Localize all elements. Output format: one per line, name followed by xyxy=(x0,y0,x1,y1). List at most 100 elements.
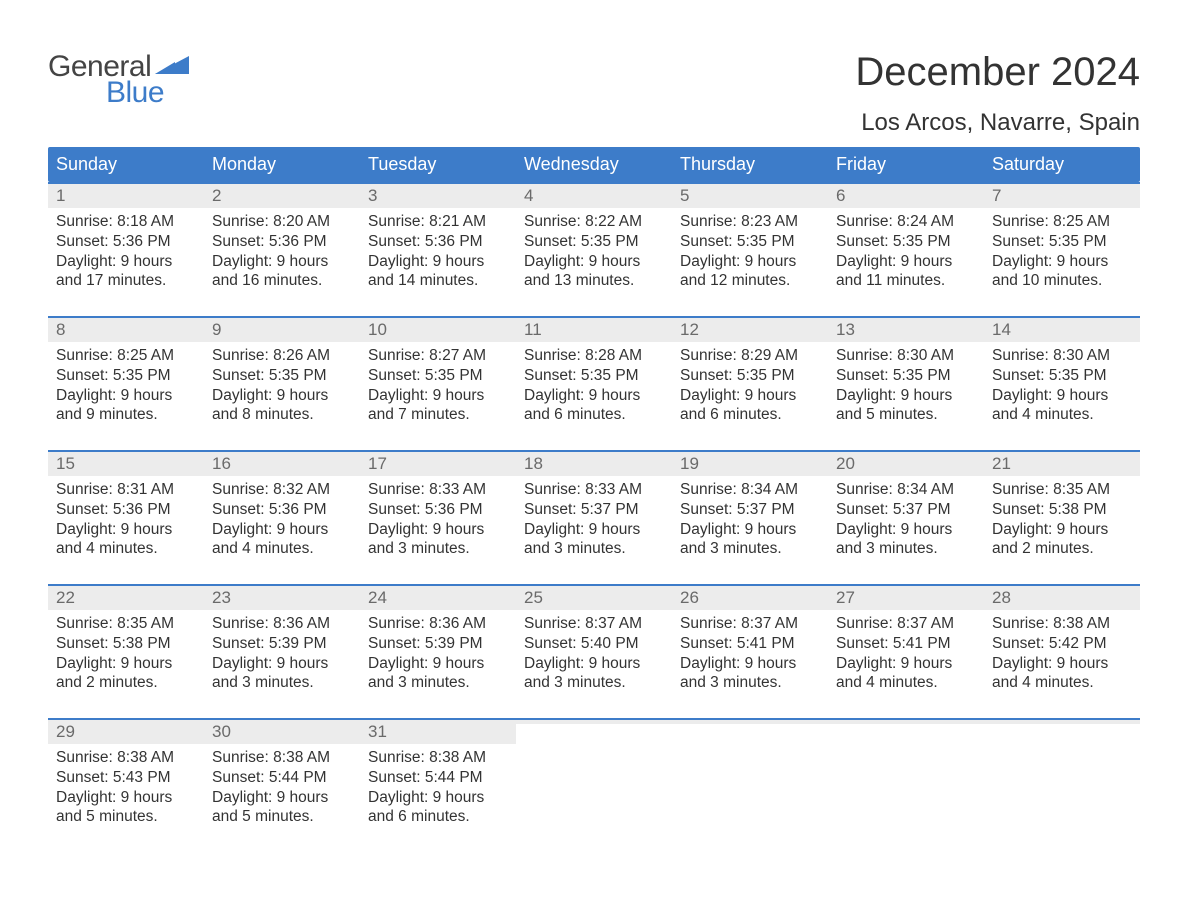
daynum-bar: 4 xyxy=(516,184,672,208)
daynum-bar: 5 xyxy=(672,184,828,208)
daylight-text: Daylight: 9 hours xyxy=(992,386,1132,406)
sunrise-text: Sunrise: 8:24 AM xyxy=(836,212,976,232)
day-number: 28 xyxy=(992,588,1011,607)
daylight-text: Daylight: 9 hours xyxy=(212,520,352,540)
day-number: 29 xyxy=(56,722,75,741)
daylight-text: and 4 minutes. xyxy=(992,405,1132,425)
day-cell: 30Sunrise: 8:38 AMSunset: 5:44 PMDayligh… xyxy=(204,720,360,838)
sunset-text: Sunset: 5:35 PM xyxy=(992,366,1132,386)
daylight-text: Daylight: 9 hours xyxy=(368,520,508,540)
day-number: 3 xyxy=(368,186,377,205)
weekday-header: Tuesday xyxy=(360,147,516,182)
day-body: Sunrise: 8:37 AMSunset: 5:41 PMDaylight:… xyxy=(828,610,984,693)
day-cell: 19Sunrise: 8:34 AMSunset: 5:37 PMDayligh… xyxy=(672,452,828,570)
day-cell: 10Sunrise: 8:27 AMSunset: 5:35 PMDayligh… xyxy=(360,318,516,436)
day-cell: 13Sunrise: 8:30 AMSunset: 5:35 PMDayligh… xyxy=(828,318,984,436)
day-body: Sunrise: 8:35 AMSunset: 5:38 PMDaylight:… xyxy=(984,476,1140,559)
day-number: 31 xyxy=(368,722,387,741)
daylight-text: and 3 minutes. xyxy=(836,539,976,559)
day-number: 18 xyxy=(524,454,543,473)
daylight-text: and 6 minutes. xyxy=(368,807,508,827)
day-number: 2 xyxy=(212,186,221,205)
daynum-bar: 17 xyxy=(360,452,516,476)
day-cell: 1Sunrise: 8:18 AMSunset: 5:36 PMDaylight… xyxy=(48,184,204,302)
daylight-text: Daylight: 9 hours xyxy=(524,520,664,540)
day-number: 4 xyxy=(524,186,533,205)
day-number: 6 xyxy=(836,186,845,205)
day-number: 7 xyxy=(992,186,1001,205)
daylight-text: and 12 minutes. xyxy=(680,271,820,291)
sunrise-text: Sunrise: 8:36 AM xyxy=(368,614,508,634)
sunset-text: Sunset: 5:39 PM xyxy=(212,634,352,654)
sunset-text: Sunset: 5:36 PM xyxy=(212,500,352,520)
daynum-bar: 28 xyxy=(984,586,1140,610)
daylight-text: and 6 minutes. xyxy=(524,405,664,425)
sunset-text: Sunset: 5:35 PM xyxy=(836,366,976,386)
daylight-text: and 3 minutes. xyxy=(680,539,820,559)
day-body: Sunrise: 8:35 AMSunset: 5:38 PMDaylight:… xyxy=(48,610,204,693)
sunrise-text: Sunrise: 8:34 AM xyxy=(836,480,976,500)
sunset-text: Sunset: 5:35 PM xyxy=(992,232,1132,252)
daylight-text: and 7 minutes. xyxy=(368,405,508,425)
day-cell xyxy=(984,720,1140,838)
daynum-bar: 6 xyxy=(828,184,984,208)
day-number: 10 xyxy=(368,320,387,339)
day-cell: 22Sunrise: 8:35 AMSunset: 5:38 PMDayligh… xyxy=(48,586,204,704)
day-cell: 14 Sunrise: 8:30 AMSunset: 5:35 PMDayligh… xyxy=(984,318,1140,436)
day-number: 9 xyxy=(212,320,221,339)
daynum-bar: 25 xyxy=(516,586,672,610)
daylight-text: Daylight: 9 hours xyxy=(368,654,508,674)
day-body: Sunrise: 8:25 AMSunset: 5:35 PMDaylight:… xyxy=(48,342,204,425)
daylight-text: Daylight: 9 hours xyxy=(56,386,196,406)
day-cell: 29 Sunrise: 8:38 AMSunset: 5:43 PMDayligh… xyxy=(48,720,204,838)
sunset-text: Sunset: 5:44 PM xyxy=(368,768,508,788)
day-cell: 18 Sunrise: 8:33 AMSunset: 5:37 PMDayligh… xyxy=(516,452,672,570)
day-body: Sunrise: 8:30 AMSunset: 5:35 PMDaylight:… xyxy=(828,342,984,425)
day-body: Sunrise: 8:36 AMSunset: 5:39 PMDaylight:… xyxy=(360,610,516,693)
day-number: 8 xyxy=(56,320,65,339)
day-body: Sunrise: 8:38 AMSunset: 5:43 PMDaylight:… xyxy=(48,744,204,827)
daylight-text: and 9 minutes. xyxy=(56,405,196,425)
daylight-text: Daylight: 9 hours xyxy=(524,252,664,272)
calendar: Sunday Monday Tuesday Wednesday Thursday… xyxy=(48,147,1140,838)
sunset-text: Sunset: 5:38 PM xyxy=(56,634,196,654)
daylight-text: Daylight: 9 hours xyxy=(680,520,820,540)
sunset-text: Sunset: 5:38 PM xyxy=(992,500,1132,520)
day-number: 1 xyxy=(56,186,65,205)
weekday-header: Thursday xyxy=(672,147,828,182)
daylight-text: Daylight: 9 hours xyxy=(680,654,820,674)
daynum-bar: 20 xyxy=(828,452,984,476)
week-row: 15Sunrise: 8:31 AMSunset: 5:36 PMDayligh… xyxy=(48,450,1140,570)
daynum-bar: 2 xyxy=(204,184,360,208)
sunset-text: Sunset: 5:35 PM xyxy=(56,366,196,386)
sunset-text: Sunset: 5:42 PM xyxy=(992,634,1132,654)
day-cell: 23Sunrise: 8:36 AMSunset: 5:39 PMDayligh… xyxy=(204,586,360,704)
day-body: Sunrise: 8:26 AMSunset: 5:35 PMDaylight:… xyxy=(204,342,360,425)
sunrise-text: Sunrise: 8:38 AM xyxy=(992,614,1132,634)
daynum-bar: 13 xyxy=(828,318,984,342)
daylight-text: Daylight: 9 hours xyxy=(212,788,352,808)
sunrise-text: Sunrise: 8:30 AM xyxy=(992,346,1132,366)
sunrise-text: Sunrise: 8:37 AM xyxy=(524,614,664,634)
sunrise-text: Sunrise: 8:30 AM xyxy=(836,346,976,366)
sunrise-text: Sunrise: 8:32 AM xyxy=(212,480,352,500)
sunset-text: Sunset: 5:35 PM xyxy=(524,232,664,252)
day-body: Sunrise: 8:37 AMSunset: 5:40 PMDaylight:… xyxy=(516,610,672,693)
week-row: 29 Sunrise: 8:38 AMSunset: 5:43 PMDayligh… xyxy=(48,718,1140,838)
daylight-text: and 5 minutes. xyxy=(836,405,976,425)
sunrise-text: Sunrise: 8:26 AM xyxy=(212,346,352,366)
sunrise-text: Sunrise: 8:34 AM xyxy=(680,480,820,500)
sunset-text: Sunset: 5:41 PM xyxy=(680,634,820,654)
sunset-text: Sunset: 5:41 PM xyxy=(836,634,976,654)
sunrise-text: Sunrise: 8:25 AM xyxy=(56,346,196,366)
sunset-text: Sunset: 5:35 PM xyxy=(368,366,508,386)
daynum-bar xyxy=(516,720,672,724)
day-cell: 7Sunrise: 8:25 AMSunset: 5:35 PMDaylight… xyxy=(984,184,1140,302)
day-body: Sunrise: 8:33 AMSunset: 5:37 PMDaylight:… xyxy=(516,476,672,559)
daynum-bar: 23 xyxy=(204,586,360,610)
day-number: 14 xyxy=(992,320,1011,339)
day-number: 11 xyxy=(524,320,542,339)
daylight-text: Daylight: 9 hours xyxy=(836,520,976,540)
logo: General Blue xyxy=(48,50,191,110)
daylight-text: Daylight: 9 hours xyxy=(56,252,196,272)
